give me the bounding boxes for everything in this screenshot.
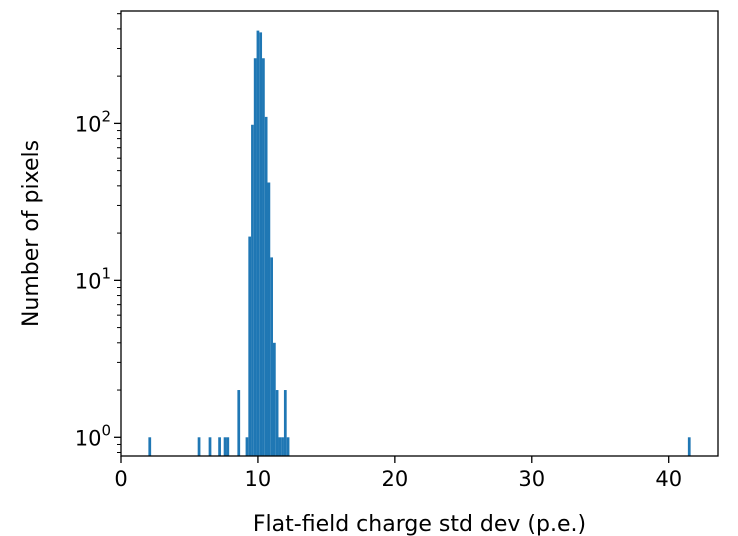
- histogram-bar: [251, 124, 254, 456]
- histogram-bar: [197, 437, 201, 456]
- histogram-bar: [283, 390, 287, 456]
- histogram-bar: [245, 437, 249, 456]
- histogram-bar: [237, 390, 241, 456]
- histogram-bar: [278, 437, 282, 456]
- y-tick-label: 102: [75, 107, 111, 136]
- y-tick-label: 100: [75, 421, 111, 450]
- y-axis-label: Number of pixels: [19, 140, 44, 327]
- histogram-bar: [148, 437, 152, 456]
- histogram-bar: [272, 342, 276, 456]
- histogram-bar: [275, 390, 279, 456]
- x-tick-label: 10: [245, 467, 272, 491]
- x-axis-ticks: 0 10 20 30 40: [114, 456, 682, 491]
- histogram-bar: [248, 236, 252, 456]
- histogram-bar: [286, 437, 290, 456]
- x-tick-label: 30: [518, 467, 545, 491]
- histogram-bar: [270, 257, 273, 456]
- y-major-ticks: 100 101 102: [75, 107, 121, 450]
- y-minor-ticks: [117, 13, 121, 454]
- histogram-bar: [256, 30, 260, 457]
- histogram-bar: [208, 437, 212, 456]
- x-axis-label: Flat-field charge std dev (p.e.): [253, 512, 586, 536]
- histogram-bar: [264, 116, 268, 456]
- histogram-bar: [267, 182, 271, 456]
- plot-frame: [120, 10, 719, 457]
- histogram-bar: [223, 437, 227, 456]
- histogram-bar: [226, 437, 230, 456]
- x-tick-label: 40: [655, 467, 682, 491]
- y-tick-label: 101: [75, 264, 111, 293]
- histogram-bar: [218, 437, 221, 456]
- histogram-bar: [281, 437, 284, 456]
- x-tick-label: 20: [381, 467, 408, 491]
- histogram-bar: [253, 58, 257, 456]
- histogram-bar: [687, 437, 691, 456]
- histogram-bar: [262, 58, 265, 456]
- histogram-bars: [148, 30, 691, 457]
- histogram-bar: [259, 32, 263, 456]
- x-tick-label: 0: [114, 467, 127, 491]
